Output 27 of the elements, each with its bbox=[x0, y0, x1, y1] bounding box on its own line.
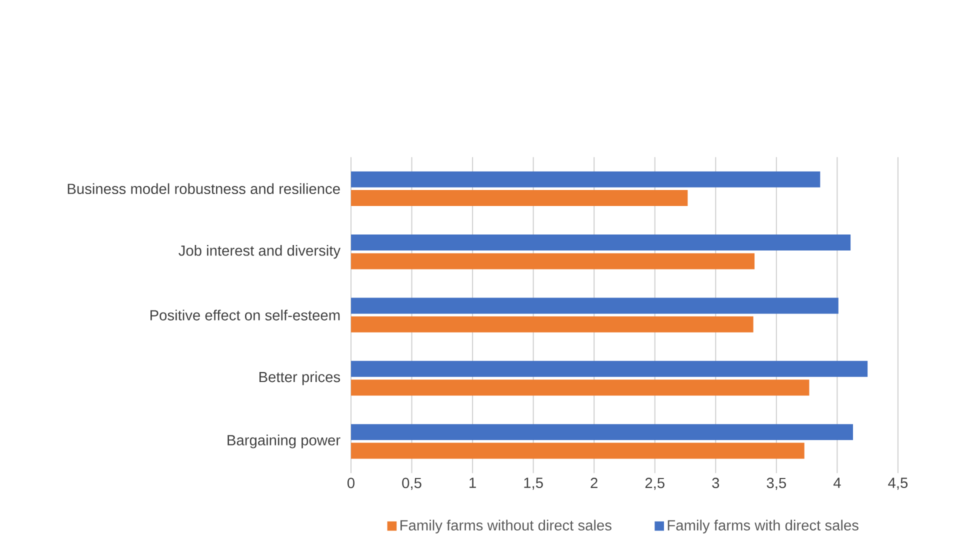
x-tick-label: 2 bbox=[590, 478, 598, 488]
legend-label: Family farms without direct sales bbox=[400, 520, 612, 534]
bar bbox=[350, 442, 804, 459]
legend-label: Family farms with direct sales bbox=[668, 520, 858, 534]
x-tick-label: 3 bbox=[712, 478, 720, 488]
y-tick-label: Bargaining power bbox=[228, 434, 340, 448]
y-tick-label: Job interest and diversity bbox=[178, 245, 341, 259]
y-tick-label: Better prices bbox=[259, 372, 340, 386]
bar bbox=[350, 298, 838, 314]
y-tick-label: Positive effect on self-esteem bbox=[150, 310, 340, 321]
bar bbox=[350, 234, 851, 251]
bar bbox=[350, 380, 810, 396]
bar bbox=[350, 171, 820, 188]
x-tick-label: 2,5 bbox=[645, 478, 664, 490]
x-tick-label: 1,5 bbox=[524, 478, 543, 490]
x-tick-label: 0 bbox=[347, 478, 354, 488]
x-tick-label: 0,5 bbox=[402, 478, 422, 490]
x-tick-label: 3,5 bbox=[766, 478, 786, 490]
bar bbox=[350, 424, 853, 440]
bar bbox=[350, 190, 688, 206]
bar bbox=[350, 253, 755, 270]
x-tick-label: 1 bbox=[470, 478, 476, 488]
x-tick-label: 4,5 bbox=[888, 478, 908, 490]
x-tick-label: 4 bbox=[833, 478, 841, 488]
y-tick-label: Business model robustness and resilience bbox=[68, 183, 340, 194]
bar bbox=[350, 316, 754, 333]
bar bbox=[350, 361, 868, 378]
